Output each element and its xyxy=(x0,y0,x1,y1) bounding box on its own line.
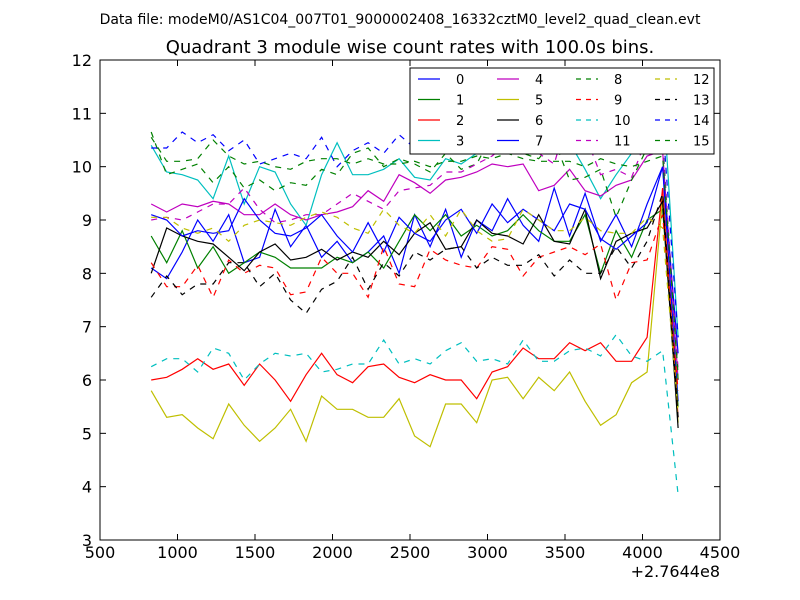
series-line-3 xyxy=(150,86,679,338)
y-tick-label: 5 xyxy=(82,424,92,443)
legend-label-4: 4 xyxy=(535,73,543,88)
x-tick-label: 4500 xyxy=(700,543,741,562)
legend-box xyxy=(409,67,715,155)
legend-label-11: 11 xyxy=(614,135,631,150)
series-line-7 xyxy=(151,166,679,354)
legend-label-10: 10 xyxy=(614,114,631,129)
series-line-5 xyxy=(150,198,679,448)
y-tick-label: 11 xyxy=(72,104,92,123)
series-line-11 xyxy=(151,109,679,370)
legend-label-2: 2 xyxy=(456,114,464,129)
series-line-10 xyxy=(150,333,679,495)
series-line-1 xyxy=(150,208,679,407)
y-tick-label: 12 xyxy=(72,51,92,70)
y-tick-label: 6 xyxy=(82,371,92,390)
y-tick-label: 3 xyxy=(82,531,92,550)
y-tick-label: 8 xyxy=(82,264,92,283)
x-tick-label: 3500 xyxy=(545,543,586,562)
legend-label-5: 5 xyxy=(535,94,543,109)
series-line-4 xyxy=(150,149,679,381)
series-line-12 xyxy=(151,208,679,413)
y-tick-label: 7 xyxy=(82,318,92,337)
series-line-8 xyxy=(150,131,679,381)
x-tick-label: 4000 xyxy=(622,543,663,562)
legend-label-7: 7 xyxy=(535,135,543,150)
x-tick-label: 3000 xyxy=(467,543,508,562)
series-line-15 xyxy=(150,136,679,375)
x-tick-label: 500 xyxy=(85,543,116,562)
legend-label-14: 14 xyxy=(693,114,710,129)
plot-area xyxy=(150,86,679,495)
legend-label-9: 9 xyxy=(614,94,622,109)
y-tick-label: 10 xyxy=(72,158,92,177)
series-line-2 xyxy=(151,187,679,418)
x-tick-label: 1500 xyxy=(235,543,276,562)
legend-label-15: 15 xyxy=(693,135,710,150)
legend-label-1: 1 xyxy=(456,94,464,109)
series-line-9 xyxy=(150,214,679,391)
x-tick-label: 1000 xyxy=(157,543,198,562)
x-offset-label: +2.7644e8 xyxy=(631,562,720,581)
series-line-14 xyxy=(151,119,679,338)
legend-label-3: 3 xyxy=(456,135,464,150)
data-file-title: Data file: modeM0/AS1C04_007T01_90000024… xyxy=(100,12,701,28)
y-tick-label: 4 xyxy=(82,478,92,497)
x-tick-label: 2500 xyxy=(390,543,431,562)
y-tick-label: 9 xyxy=(82,211,92,230)
legend-label-8: 8 xyxy=(614,73,622,88)
legend-label-12: 12 xyxy=(693,73,710,88)
x-axis: 500 1000 1500 2000 2500 3000 3500 4000 4500 xyxy=(85,60,741,562)
chart-title: Quadrant 3 module wise count rates with … xyxy=(166,37,655,58)
legend-label-13: 13 xyxy=(693,94,710,109)
legend-label-0: 0 xyxy=(456,73,464,88)
series-line-13 xyxy=(150,193,679,418)
legend-label-6: 6 xyxy=(535,114,543,129)
x-tick-label: 2000 xyxy=(312,543,353,562)
